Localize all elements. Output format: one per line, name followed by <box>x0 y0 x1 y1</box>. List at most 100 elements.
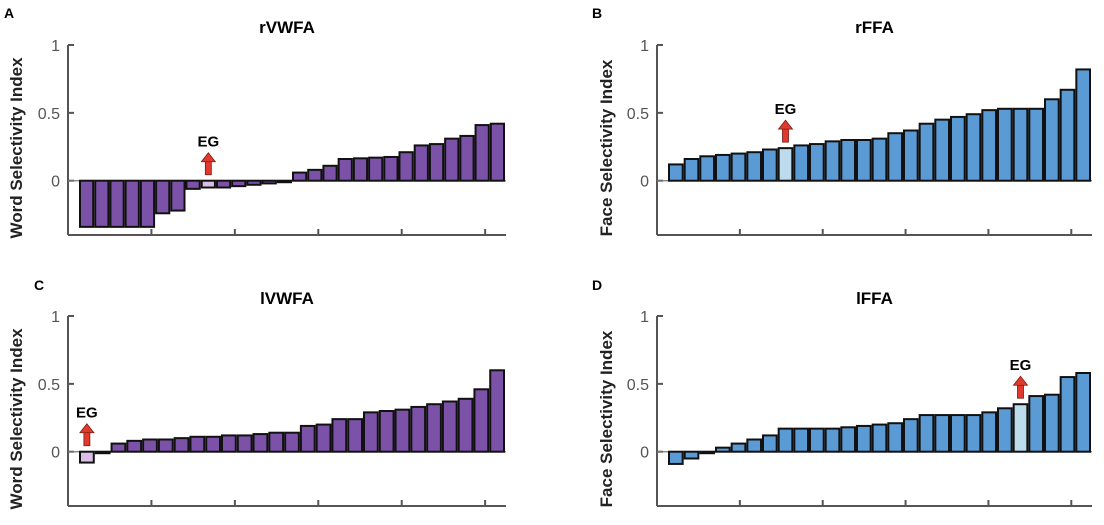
bar-highlight <box>200 179 216 189</box>
bar <box>157 438 174 453</box>
bar <box>824 140 841 182</box>
eg-annotation: EG <box>1010 357 1032 374</box>
bar <box>965 113 982 182</box>
chart-title: rFFA <box>855 18 894 37</box>
bar <box>94 450 111 455</box>
bar <box>170 179 186 212</box>
bar <box>368 156 384 182</box>
bar <box>205 435 222 453</box>
bar <box>142 438 158 453</box>
bar <box>337 158 353 182</box>
bar <box>809 427 825 453</box>
bar <box>918 122 935 182</box>
bar <box>139 179 156 228</box>
bar <box>1075 68 1092 182</box>
eg-annotation: EG <box>197 134 219 151</box>
chart-title: lFFA <box>856 289 893 308</box>
bar-highlight <box>79 450 95 464</box>
bar <box>730 152 747 182</box>
bar <box>155 179 171 215</box>
y-axis-label: Word Selectivity Index <box>7 328 26 510</box>
panel-letter: C <box>34 277 44 293</box>
bar <box>1059 376 1076 453</box>
bar <box>79 179 95 228</box>
bar <box>489 122 505 182</box>
bar <box>474 124 490 182</box>
bar <box>793 427 809 453</box>
y-tick-label: 1 <box>51 38 60 55</box>
bar <box>997 107 1013 182</box>
bar <box>189 435 206 453</box>
y-tick-label: 1 <box>640 309 649 326</box>
chart-title: rVWFA <box>259 18 315 37</box>
bar <box>871 423 888 453</box>
eg-arrow-head <box>79 423 95 434</box>
bar <box>276 179 292 184</box>
bar <box>444 137 460 182</box>
bar <box>730 442 747 453</box>
bar <box>699 450 715 455</box>
bar <box>997 407 1013 453</box>
y-tick-label: 1 <box>51 309 60 326</box>
bar <box>950 414 966 453</box>
bar <box>1044 98 1060 182</box>
bar <box>840 426 856 453</box>
y-axis-label: Face Selectivity Index <box>597 59 616 236</box>
bar <box>246 179 262 186</box>
bar <box>918 414 935 453</box>
eg-arrow-shaft <box>782 127 789 143</box>
bar <box>331 418 348 453</box>
bar <box>363 411 379 453</box>
y-tick-label: 0 <box>51 445 60 462</box>
bar <box>173 437 190 453</box>
y-tick-label: 0 <box>640 445 649 462</box>
bar <box>185 179 201 190</box>
bar <box>981 109 997 182</box>
bar <box>762 434 778 453</box>
bar <box>428 143 445 182</box>
bar <box>322 164 338 182</box>
bar <box>231 179 247 188</box>
y-tick-label: 0.5 <box>38 377 60 394</box>
bar <box>903 129 919 182</box>
bar <box>426 403 442 453</box>
y-tick-label: 0.5 <box>627 106 649 123</box>
y-axis-label: Word Selectivity Index <box>7 57 26 239</box>
bar <box>824 427 841 453</box>
bar <box>347 418 364 453</box>
bar <box>793 144 809 182</box>
eg-arrow-shaft <box>204 160 212 176</box>
bar <box>126 439 143 453</box>
bar <box>856 139 872 182</box>
y-tick-label: 0.5 <box>627 377 649 394</box>
bar <box>840 139 856 182</box>
bar <box>109 179 125 228</box>
chart-title: lVWFA <box>260 289 314 308</box>
bar <box>457 397 474 453</box>
bar <box>110 442 127 453</box>
bar <box>762 148 778 182</box>
bar <box>307 168 323 182</box>
bar <box>352 157 369 182</box>
bar <box>809 143 825 182</box>
y-tick-label: 1 <box>640 38 649 55</box>
eg-arrow-shaft <box>1017 383 1024 399</box>
bar <box>668 450 684 465</box>
bar <box>398 151 414 182</box>
bar <box>950 115 966 182</box>
bar <box>981 411 997 453</box>
bar <box>683 450 700 460</box>
bar <box>394 408 411 453</box>
bar <box>221 434 237 453</box>
bar <box>746 151 762 182</box>
bar <box>871 137 888 182</box>
bar <box>459 134 475 182</box>
bar <box>715 153 731 182</box>
y-axis-label: Face Selectivity Index <box>597 330 616 507</box>
bar <box>441 400 458 453</box>
bar <box>489 369 506 453</box>
